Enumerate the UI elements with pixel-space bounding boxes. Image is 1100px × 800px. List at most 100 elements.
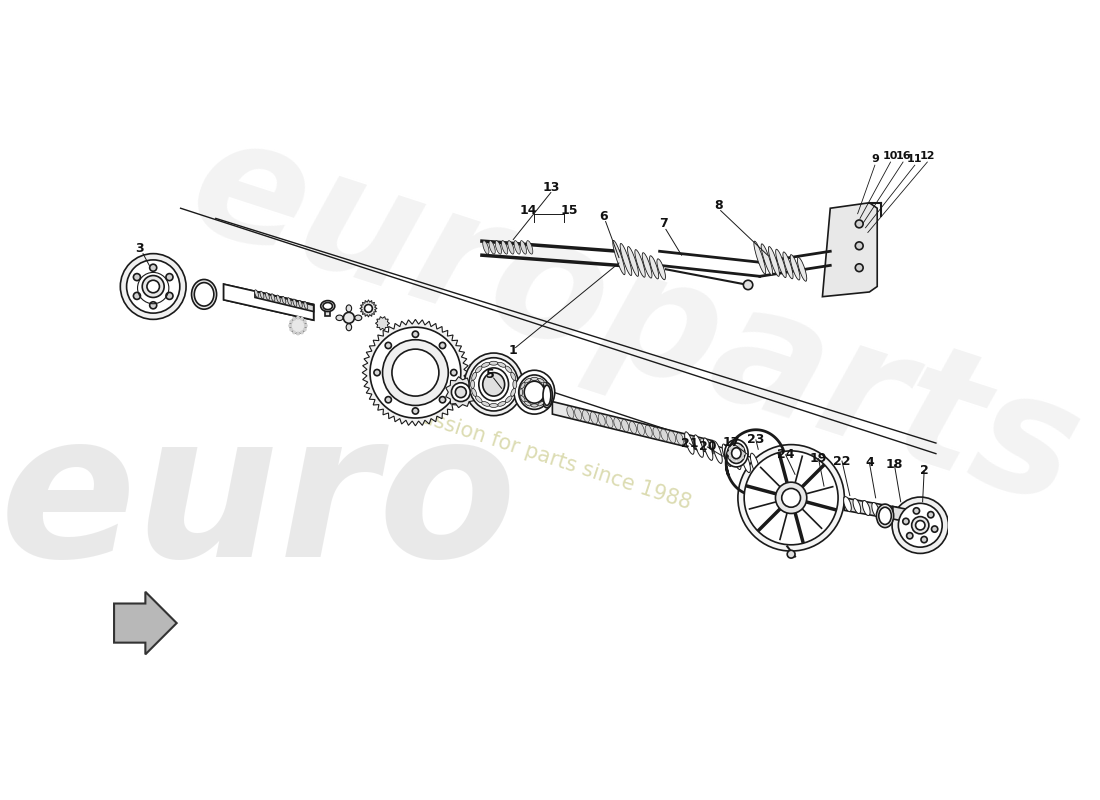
Polygon shape bbox=[360, 300, 377, 317]
Circle shape bbox=[133, 274, 141, 281]
Ellipse shape bbox=[321, 301, 334, 311]
Ellipse shape bbox=[287, 298, 292, 305]
Circle shape bbox=[166, 274, 173, 281]
Circle shape bbox=[728, 447, 733, 451]
Ellipse shape bbox=[483, 241, 490, 254]
Ellipse shape bbox=[741, 450, 750, 473]
Ellipse shape bbox=[271, 294, 275, 302]
Circle shape bbox=[290, 318, 306, 334]
Ellipse shape bbox=[525, 382, 544, 403]
Text: 13: 13 bbox=[542, 182, 560, 194]
Circle shape bbox=[142, 275, 164, 298]
Ellipse shape bbox=[254, 290, 258, 298]
Ellipse shape bbox=[541, 382, 552, 408]
Ellipse shape bbox=[750, 454, 760, 476]
Ellipse shape bbox=[475, 396, 482, 402]
Circle shape bbox=[343, 312, 354, 323]
Ellipse shape bbox=[713, 441, 723, 463]
Ellipse shape bbox=[490, 403, 498, 407]
Ellipse shape bbox=[728, 443, 745, 463]
Text: 4: 4 bbox=[865, 456, 873, 469]
Ellipse shape bbox=[514, 370, 554, 414]
Circle shape bbox=[745, 451, 838, 545]
Ellipse shape bbox=[872, 502, 880, 518]
Ellipse shape bbox=[191, 279, 217, 310]
Ellipse shape bbox=[620, 243, 631, 275]
Circle shape bbox=[728, 455, 733, 459]
Ellipse shape bbox=[754, 241, 766, 274]
Ellipse shape bbox=[497, 362, 506, 367]
Ellipse shape bbox=[513, 380, 517, 389]
Circle shape bbox=[737, 458, 740, 462]
Polygon shape bbox=[893, 506, 912, 523]
Ellipse shape bbox=[304, 302, 308, 309]
Circle shape bbox=[921, 537, 927, 542]
Circle shape bbox=[740, 455, 744, 459]
Circle shape bbox=[906, 533, 913, 539]
Ellipse shape bbox=[531, 378, 538, 381]
Text: 19: 19 bbox=[810, 452, 827, 466]
Ellipse shape bbox=[336, 315, 343, 321]
Ellipse shape bbox=[323, 302, 332, 310]
Text: 9: 9 bbox=[871, 154, 879, 164]
Circle shape bbox=[120, 254, 186, 319]
Polygon shape bbox=[845, 498, 896, 520]
Circle shape bbox=[892, 497, 948, 554]
Ellipse shape bbox=[354, 315, 362, 321]
Polygon shape bbox=[552, 402, 713, 454]
Ellipse shape bbox=[566, 406, 574, 418]
Ellipse shape bbox=[732, 448, 741, 458]
Text: 18: 18 bbox=[886, 458, 903, 471]
Text: europarts: europarts bbox=[172, 102, 1098, 542]
Ellipse shape bbox=[591, 412, 597, 424]
Ellipse shape bbox=[519, 375, 550, 410]
Ellipse shape bbox=[790, 254, 800, 280]
Circle shape bbox=[738, 445, 845, 551]
Circle shape bbox=[733, 458, 736, 462]
Ellipse shape bbox=[650, 256, 659, 279]
Circle shape bbox=[744, 280, 752, 290]
Ellipse shape bbox=[881, 505, 889, 519]
Ellipse shape bbox=[282, 296, 286, 304]
Circle shape bbox=[740, 447, 744, 451]
Circle shape bbox=[915, 521, 925, 530]
Ellipse shape bbox=[490, 241, 495, 254]
Ellipse shape bbox=[546, 389, 549, 396]
Circle shape bbox=[133, 292, 141, 299]
Circle shape bbox=[412, 331, 418, 338]
Ellipse shape bbox=[692, 437, 700, 449]
Ellipse shape bbox=[621, 419, 629, 432]
Ellipse shape bbox=[483, 373, 505, 396]
Text: 24: 24 bbox=[777, 448, 794, 462]
Ellipse shape bbox=[661, 429, 668, 441]
Ellipse shape bbox=[684, 432, 694, 454]
Circle shape bbox=[364, 305, 373, 312]
Ellipse shape bbox=[525, 402, 531, 406]
Ellipse shape bbox=[642, 253, 652, 278]
Ellipse shape bbox=[629, 422, 637, 434]
Ellipse shape bbox=[684, 435, 691, 447]
Polygon shape bbox=[823, 202, 877, 297]
Circle shape bbox=[451, 370, 456, 376]
Ellipse shape bbox=[798, 258, 806, 282]
Circle shape bbox=[126, 260, 179, 313]
Ellipse shape bbox=[510, 372, 516, 380]
Polygon shape bbox=[223, 284, 314, 320]
Ellipse shape bbox=[635, 250, 646, 278]
Circle shape bbox=[912, 517, 928, 534]
Circle shape bbox=[302, 327, 307, 331]
Ellipse shape bbox=[669, 431, 675, 443]
Ellipse shape bbox=[520, 241, 527, 254]
Polygon shape bbox=[362, 319, 469, 426]
Circle shape bbox=[856, 242, 864, 250]
Circle shape bbox=[439, 397, 446, 403]
Ellipse shape bbox=[514, 241, 520, 254]
Ellipse shape bbox=[519, 389, 522, 396]
Ellipse shape bbox=[531, 404, 538, 407]
Circle shape bbox=[370, 327, 461, 418]
Ellipse shape bbox=[520, 382, 525, 389]
Bar bbox=[326, 305, 330, 316]
Text: 7: 7 bbox=[659, 218, 668, 230]
Circle shape bbox=[439, 342, 446, 349]
Circle shape bbox=[302, 320, 307, 324]
